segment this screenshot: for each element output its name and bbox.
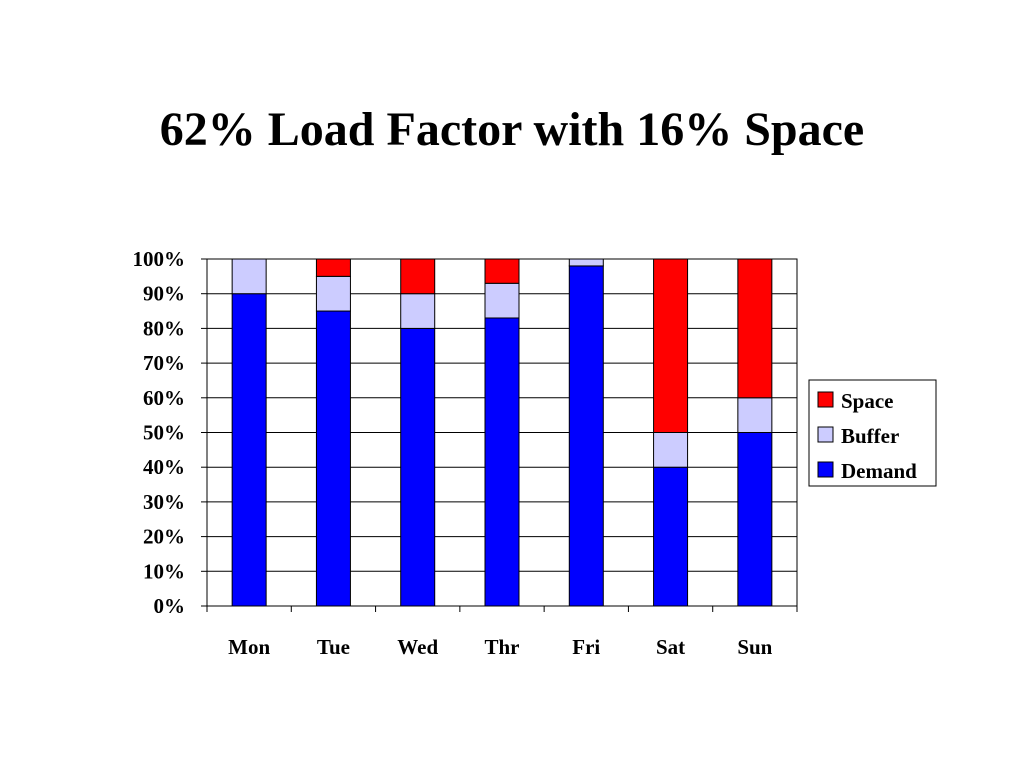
legend-label-demand: Demand <box>841 459 917 483</box>
bar-buffer-tue <box>315 275 351 312</box>
bar-demand-sat <box>653 466 689 607</box>
legend-swatch-space <box>817 391 834 408</box>
bar-buffer-thr <box>484 282 520 319</box>
x-tick-label: Mon <box>228 635 270 659</box>
x-tick-label: Tue <box>317 635 350 659</box>
y-tick-label: 20% <box>143 525 185 549</box>
plot-border <box>206 258 798 607</box>
slide-title: 62% Load Factor with 16% Space <box>159 103 865 156</box>
x-tick-label: Fri <box>572 635 600 659</box>
y-tick-label: 70% <box>143 351 185 375</box>
y-tick-label: 50% <box>143 421 185 445</box>
y-tick-label: 10% <box>143 559 185 583</box>
bar-buffer-sun <box>737 397 773 433</box>
bar-demand-wed <box>400 327 436 607</box>
legend-label-space: Space <box>841 389 894 413</box>
x-tick-label: Sat <box>656 635 685 659</box>
bar-demand-tue <box>315 310 351 607</box>
bar-demand-mon <box>231 293 267 607</box>
bar-buffer-wed <box>400 293 436 329</box>
bar-space-tue <box>315 258 351 277</box>
y-tick-label: 30% <box>143 490 185 514</box>
bar-space-sun <box>737 258 773 399</box>
bar-demand-thr <box>484 317 520 607</box>
x-tick-label: Thr <box>484 635 519 659</box>
legend-label-buffer: Buffer <box>841 424 899 448</box>
legend-swatch-buffer <box>817 426 834 443</box>
bar-space-thr <box>484 258 520 284</box>
bar-demand-sun <box>737 432 773 607</box>
y-tick-label: 40% <box>143 455 185 479</box>
bar-demand-fri <box>568 265 604 607</box>
y-tick-label: 80% <box>143 316 185 340</box>
legend-swatch-demand <box>817 461 834 478</box>
bar-space-sat <box>653 258 689 433</box>
bar-space-wed <box>400 258 436 295</box>
y-tick-label: 0% <box>154 594 186 618</box>
x-tick-label: Sun <box>737 635 772 659</box>
bar-buffer-fri <box>568 258 604 267</box>
x-tick-label: Wed <box>397 635 438 659</box>
y-tick-label: 90% <box>143 282 185 306</box>
y-tick-label: 100% <box>133 247 186 271</box>
y-tick-label: 60% <box>143 386 185 410</box>
bar-buffer-sat <box>653 432 689 468</box>
bar-buffer-mon <box>231 258 267 295</box>
